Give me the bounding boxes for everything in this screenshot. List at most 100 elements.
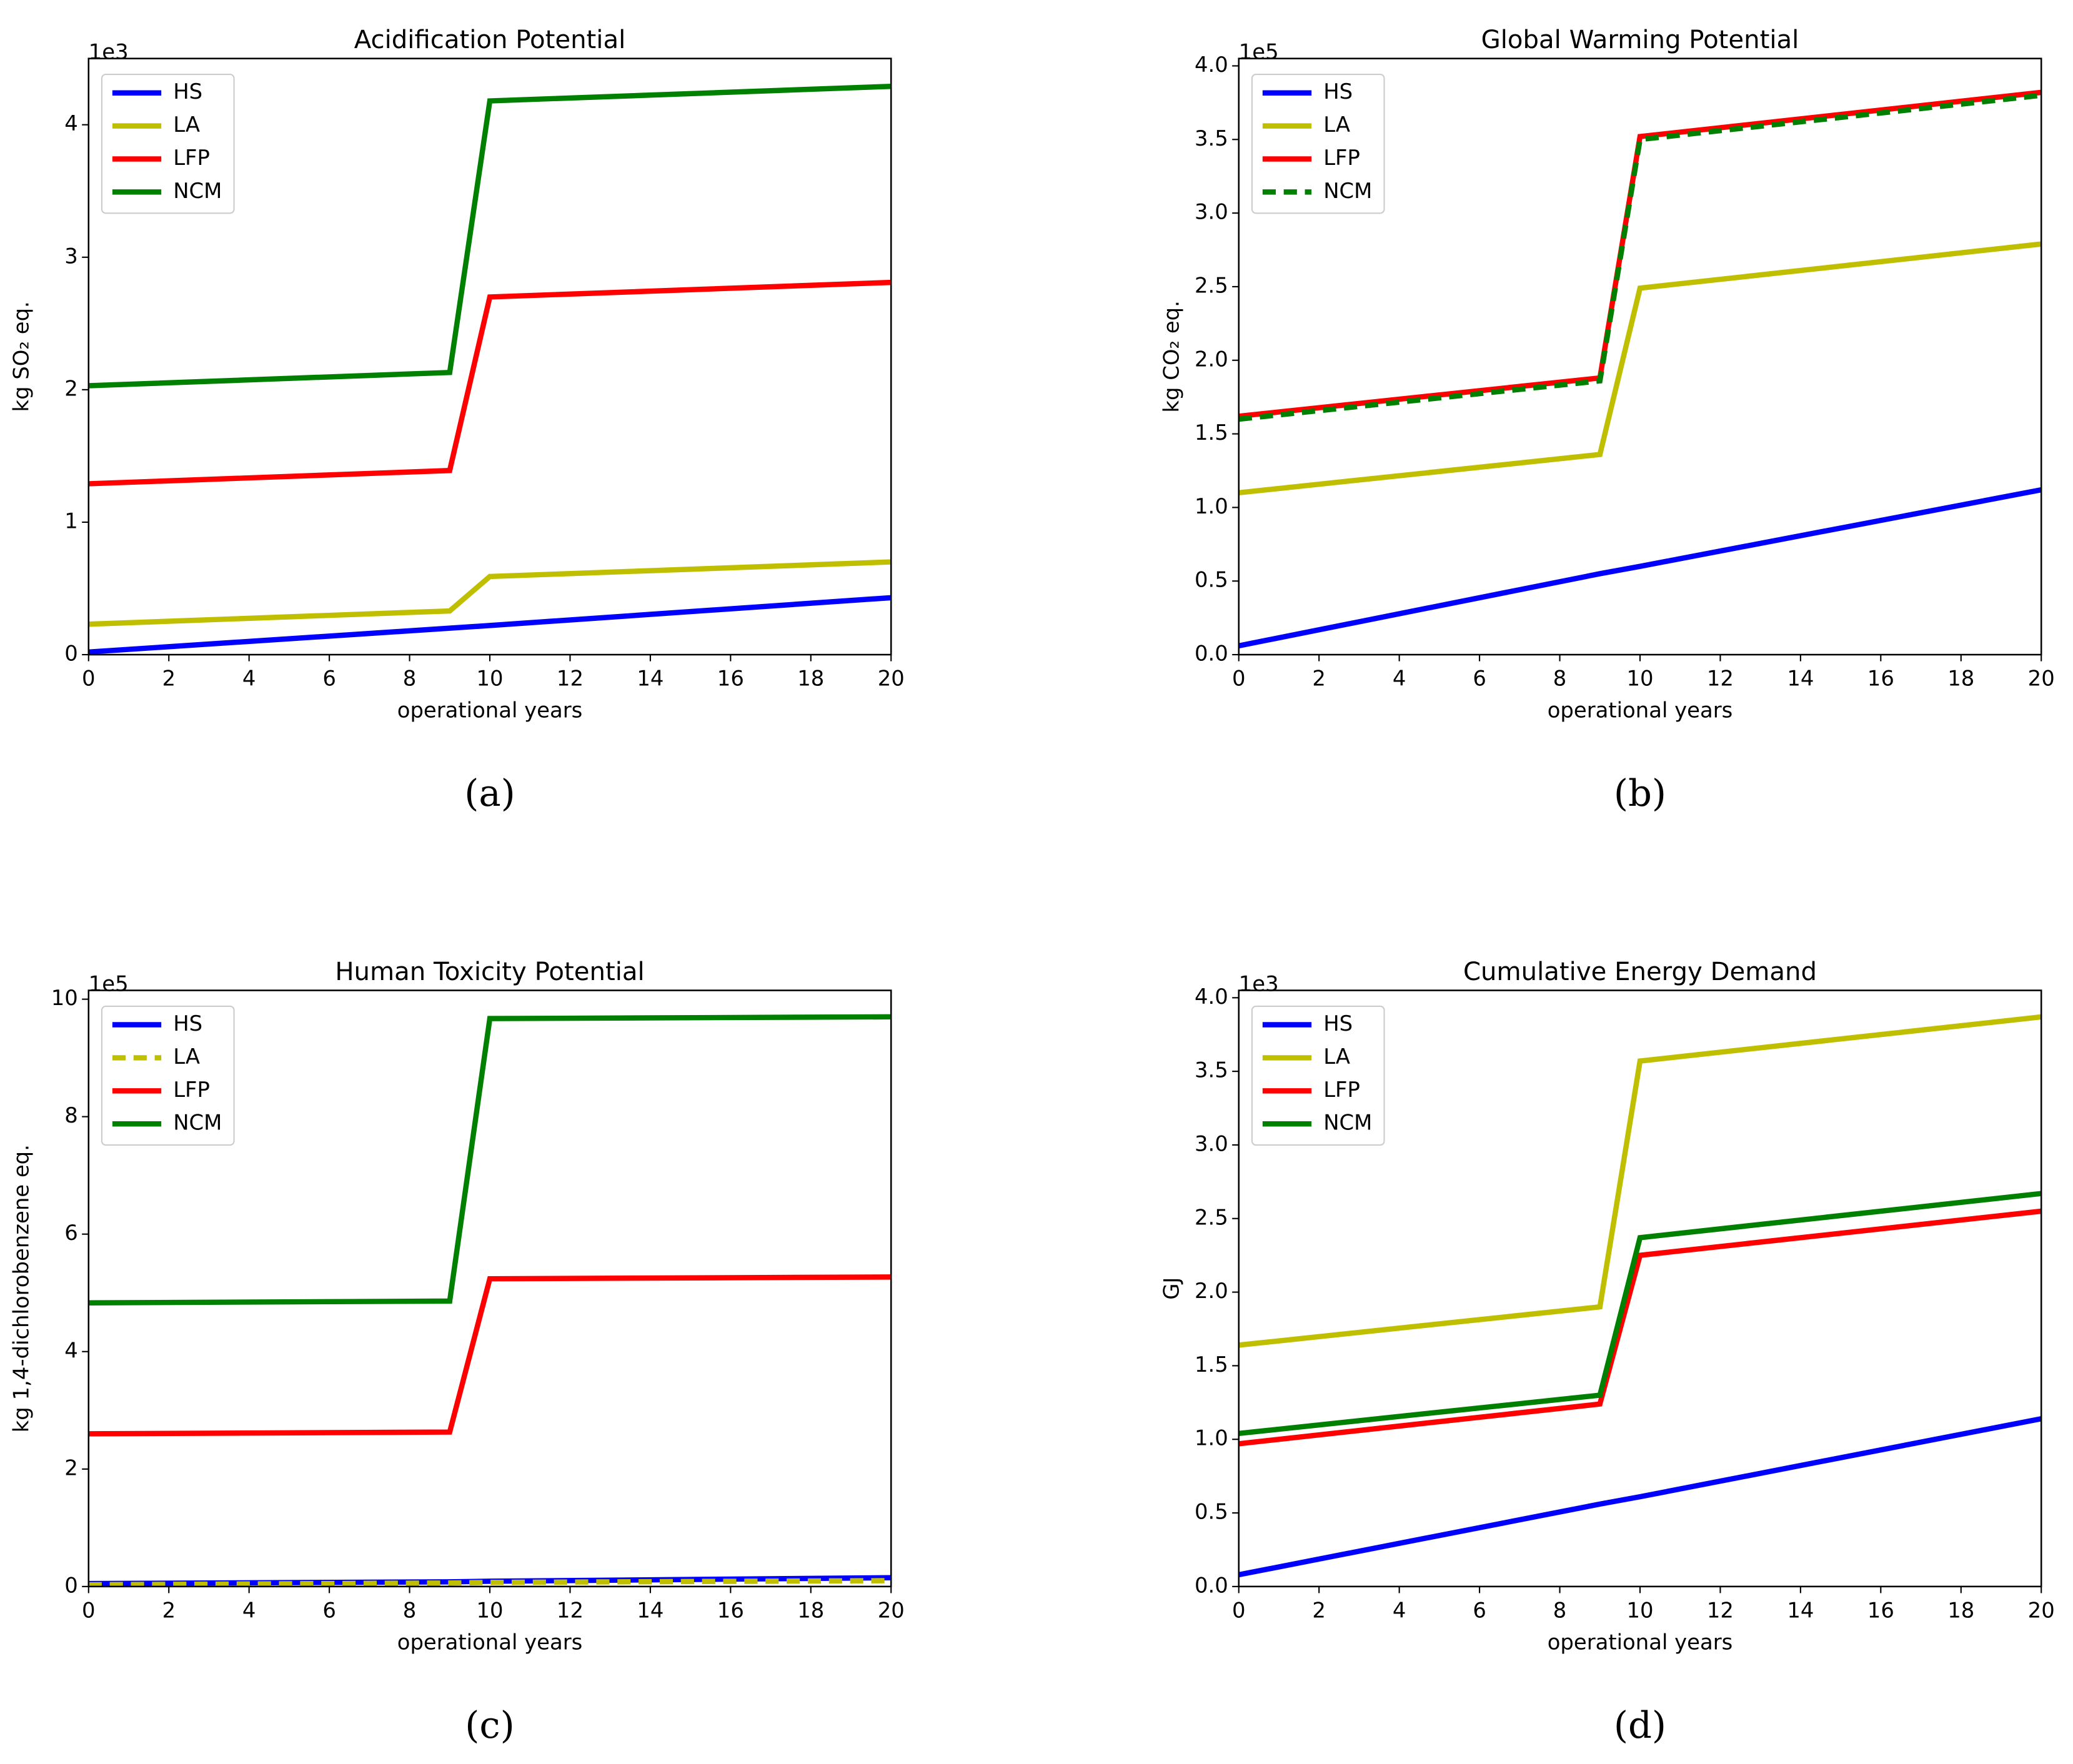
series-line bbox=[88, 1274, 892, 1437]
y-tick-label: 2.5 bbox=[1195, 1205, 1228, 1229]
y-tick-label: 1.5 bbox=[1195, 1352, 1228, 1377]
x-tick-label: 2 bbox=[1312, 666, 1326, 691]
y-tick-label: 3.5 bbox=[1195, 126, 1228, 151]
x-tick-label: 12 bbox=[557, 1598, 584, 1623]
chart-title: Global Warming Potential bbox=[1481, 26, 1799, 54]
legend-label: NCM bbox=[1323, 179, 1372, 203]
offset-text: 1e5 bbox=[1239, 40, 1279, 64]
legend-box bbox=[1251, 74, 1385, 214]
y-axis-label: kg 1,4-dichlorobenzene eq. bbox=[9, 1144, 33, 1432]
series-line bbox=[1238, 1014, 2042, 1348]
series-line bbox=[1238, 241, 2042, 496]
x-axis-label: operational years bbox=[1548, 1630, 1733, 1654]
x-tick-label: 6 bbox=[322, 666, 336, 691]
caption: (d) bbox=[1614, 1703, 1666, 1747]
series-line bbox=[1238, 1416, 2042, 1578]
legend-label: HS bbox=[173, 1011, 202, 1036]
x-tick-label: 20 bbox=[878, 666, 905, 691]
y-tick-label: 0 bbox=[64, 1573, 78, 1597]
x-tick-label: 20 bbox=[2028, 666, 2055, 691]
x-tick-label: 8 bbox=[1553, 666, 1567, 691]
x-axis-label: operational years bbox=[397, 1630, 583, 1654]
x-tick-label: 2 bbox=[162, 666, 176, 691]
legend-label: LFP bbox=[1323, 1078, 1360, 1102]
x-tick-label: 14 bbox=[637, 1598, 664, 1623]
legend-label: NCM bbox=[173, 179, 222, 203]
y-axis-label: kg SO₂ eq. bbox=[9, 301, 33, 412]
series-line bbox=[88, 83, 892, 389]
y-tick-label: 0.5 bbox=[1195, 568, 1228, 592]
series-line bbox=[88, 279, 892, 487]
x-tick-label: 10 bbox=[476, 666, 503, 691]
plot-frame bbox=[87, 989, 892, 1588]
y-tick-label: 0 bbox=[64, 642, 78, 666]
x-tick-label: 10 bbox=[1626, 1598, 1653, 1623]
legend-box bbox=[101, 1005, 235, 1146]
y-tick-label: 4.0 bbox=[1195, 984, 1228, 1009]
offset-text: 1e5 bbox=[89, 972, 129, 996]
x-tick-label: 10 bbox=[476, 1598, 503, 1623]
series-line bbox=[88, 595, 892, 655]
y-tick-label: 0.5 bbox=[1195, 1500, 1228, 1524]
y-axis-label: GJ bbox=[1159, 1277, 1183, 1300]
x-tick-label: 16 bbox=[717, 666, 744, 691]
x-tick-label: 14 bbox=[637, 666, 664, 691]
legend-label: HS bbox=[1323, 79, 1353, 104]
chart-title: Human Toxicity Potential bbox=[335, 958, 644, 986]
x-tick-label: 12 bbox=[557, 666, 584, 691]
legend-box bbox=[1251, 1005, 1385, 1146]
y-tick-label: 3.0 bbox=[1195, 1131, 1228, 1156]
x-tick-label: 2 bbox=[162, 1598, 176, 1623]
offset-text: 1e3 bbox=[89, 40, 129, 64]
plot-frame bbox=[1238, 989, 2042, 1588]
series-line bbox=[1238, 92, 2042, 422]
y-tick-label: 10 bbox=[51, 986, 78, 1010]
x-tick-label: 14 bbox=[1787, 666, 1814, 691]
chart-title: Acidification Potential bbox=[354, 26, 626, 54]
panel: Acidification Potential 1e3 operational ye… bbox=[9, 26, 904, 815]
y-tick-label: 4 bbox=[64, 1338, 78, 1362]
y-tick-label: 4 bbox=[64, 111, 78, 136]
legend-label: HS bbox=[173, 79, 202, 104]
legend-label: LA bbox=[173, 112, 200, 137]
x-tick-label: 0 bbox=[1232, 1598, 1246, 1623]
x-tick-label: 8 bbox=[1553, 1598, 1567, 1623]
x-tick-label: 8 bbox=[403, 666, 417, 691]
y-tick-label: 0.0 bbox=[1195, 642, 1228, 666]
x-tick-label: 2 bbox=[1312, 1598, 1326, 1623]
y-tick-label: 1.0 bbox=[1195, 1426, 1228, 1450]
y-tick-label: 3.5 bbox=[1195, 1058, 1228, 1083]
y-tick-label: 4.0 bbox=[1195, 52, 1228, 77]
x-axis-label: operational years bbox=[397, 698, 583, 723]
legend-label: LFP bbox=[1323, 146, 1360, 170]
caption: (c) bbox=[465, 1703, 514, 1747]
caption: (b) bbox=[1614, 771, 1666, 815]
x-tick-label: 18 bbox=[797, 666, 824, 691]
x-tick-label: 10 bbox=[1626, 666, 1653, 691]
x-tick-label: 12 bbox=[1707, 1598, 1734, 1623]
x-tick-label: 0 bbox=[82, 1598, 96, 1623]
legend-label: LA bbox=[1323, 112, 1350, 137]
x-tick-label: 4 bbox=[1393, 666, 1406, 691]
x-axis-label: operational years bbox=[1548, 698, 1733, 723]
y-tick-label: 2.5 bbox=[1195, 273, 1228, 297]
plot-frame bbox=[1238, 57, 2042, 656]
legend-label: LFP bbox=[173, 146, 210, 170]
x-tick-label: 20 bbox=[2028, 1598, 2055, 1623]
y-axis-label: kg CO₂ eq. bbox=[1159, 300, 1183, 413]
x-tick-label: 16 bbox=[1867, 1598, 1894, 1623]
panel: Global Warming Potential 1e5 operational y… bbox=[1159, 26, 2054, 815]
series-line bbox=[88, 1014, 892, 1306]
x-tick-label: 4 bbox=[1393, 1598, 1406, 1623]
series-line bbox=[1238, 487, 2042, 649]
x-tick-label: 0 bbox=[82, 666, 96, 691]
series-line bbox=[88, 559, 892, 627]
y-tick-label: 3.0 bbox=[1195, 200, 1228, 224]
y-tick-label: 1.0 bbox=[1195, 494, 1228, 518]
legend-label: LA bbox=[173, 1044, 200, 1069]
y-tick-label: 1.5 bbox=[1195, 420, 1228, 445]
y-tick-label: 2.0 bbox=[1195, 1279, 1228, 1303]
x-tick-label: 0 bbox=[1232, 666, 1246, 691]
